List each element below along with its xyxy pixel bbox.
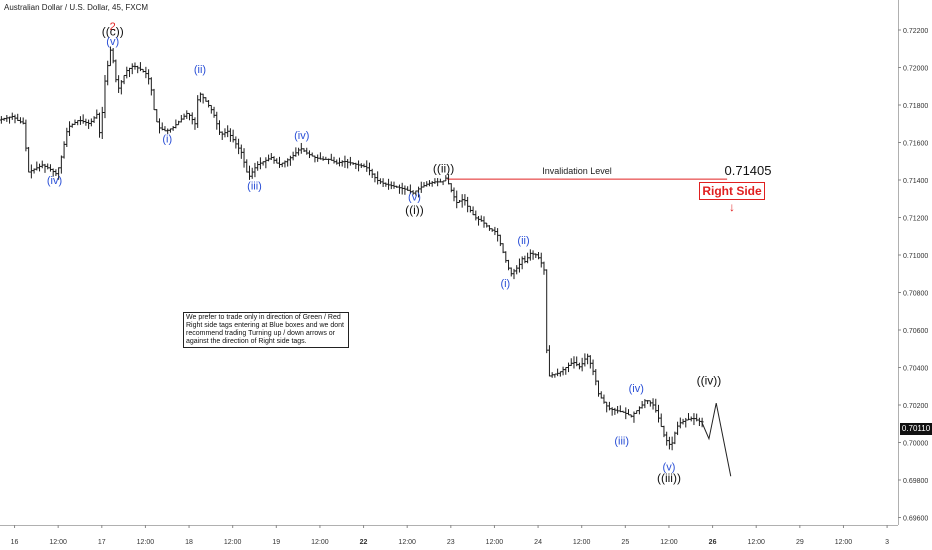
note-line: recommend trading Turning up / down arro… xyxy=(186,330,336,337)
right-side-tag: Right Side ↓ xyxy=(699,182,765,214)
projection-line xyxy=(701,403,732,477)
wave-label: (v) xyxy=(106,36,119,48)
y-tick-label: 0.71200 xyxy=(903,216,928,223)
symbol-title: Australian Dollar / U.S. Dollar, 45, FXC… xyxy=(4,3,149,12)
down-arrow-icon: ↓ xyxy=(729,200,735,214)
wave-label: (v) xyxy=(663,462,676,474)
wave-label: (iv) xyxy=(47,175,62,187)
y-tick-label: 0.72200 xyxy=(903,28,928,35)
wave-label: 2 xyxy=(110,21,116,33)
x-tick-label: 18 xyxy=(185,539,193,546)
wave-label: (iii) xyxy=(247,180,262,192)
wave-label: (iii) xyxy=(614,435,629,447)
trading-note: We prefer to trade only in direction of … xyxy=(183,312,349,348)
x-tick-label: 12:00 xyxy=(573,539,591,546)
x-tick-label: 12:00 xyxy=(311,539,329,546)
y-tick-label: 0.70600 xyxy=(903,328,928,335)
x-tick-label: 12:00 xyxy=(747,539,765,546)
x-tick-label: 12:00 xyxy=(137,539,155,546)
x-tick-label: 26 xyxy=(709,539,717,546)
x-tick-label: 24 xyxy=(534,539,542,546)
wave-label: (ii) xyxy=(517,235,529,247)
invalidation-value: 0.71405 xyxy=(725,163,772,178)
wave-label: (ii) xyxy=(194,64,206,76)
right-side-label: Right Side xyxy=(702,184,762,198)
x-tick-label: 3 xyxy=(885,539,889,546)
y-tick-label: 0.72000 xyxy=(903,66,928,73)
x-tick-label: 29 xyxy=(796,539,804,546)
y-tick-label: 0.71000 xyxy=(903,253,928,260)
wave-label: (v) xyxy=(408,192,421,204)
wave-label: (iv) xyxy=(294,130,309,142)
projection-path xyxy=(701,403,732,477)
x-tick-label: 12:00 xyxy=(486,539,504,546)
invalidation-label: Invalidation Level xyxy=(542,166,612,176)
wave-label: ((i)) xyxy=(405,203,424,217)
y-tick-label: 0.71600 xyxy=(903,141,928,148)
y-tick-label: 0.70000 xyxy=(903,441,928,448)
wave-label: ((c)) xyxy=(102,25,124,39)
wave-label: (i) xyxy=(500,278,510,290)
x-tick-label: 22 xyxy=(360,539,368,546)
x-tick-label: 12:00 xyxy=(660,539,678,546)
note-line: against the direction of Right side tags… xyxy=(186,338,307,345)
x-tick-label: 12:00 xyxy=(224,539,242,546)
y-tick-label: 0.70800 xyxy=(903,291,928,298)
y-tick-label: 0.69600 xyxy=(903,516,928,523)
x-tick-label: 25 xyxy=(621,539,629,546)
x-tick-label: 12:00 xyxy=(835,539,853,546)
y-tick-label: 0.71400 xyxy=(903,178,928,185)
wave-label: (i) xyxy=(162,134,172,146)
y-tick-label: 0.69800 xyxy=(903,478,928,485)
x-tick-label: 12:00 xyxy=(49,539,67,546)
wave-label: ((ii)) xyxy=(433,162,454,176)
note-line: We prefer to trade only in direction of … xyxy=(186,314,341,321)
y-tick-label: 0.70200 xyxy=(903,403,928,410)
note-line: Right side tags entering at Blue boxes a… xyxy=(186,322,344,329)
x-tick-label: 19 xyxy=(272,539,280,546)
x-tick-label: 12:00 xyxy=(398,539,416,546)
wave-labels: 2((c))(v)(iv)(i)(ii)(iii)(iv)((ii))(v)((… xyxy=(47,21,721,485)
y-tick-label: 0.71800 xyxy=(903,103,928,110)
x-tick-label: 23 xyxy=(447,539,455,546)
y-tick-label: 0.70400 xyxy=(903,366,928,373)
x-tick-label: 16 xyxy=(11,539,19,546)
last-price-tag: 0.70110 xyxy=(900,423,932,435)
x-tick-label: 17 xyxy=(98,539,106,546)
wave-label: ((iii)) xyxy=(657,471,681,485)
wave-label: (iv) xyxy=(629,383,644,395)
candles xyxy=(0,46,704,451)
wave-label: ((iv)) xyxy=(697,373,722,387)
